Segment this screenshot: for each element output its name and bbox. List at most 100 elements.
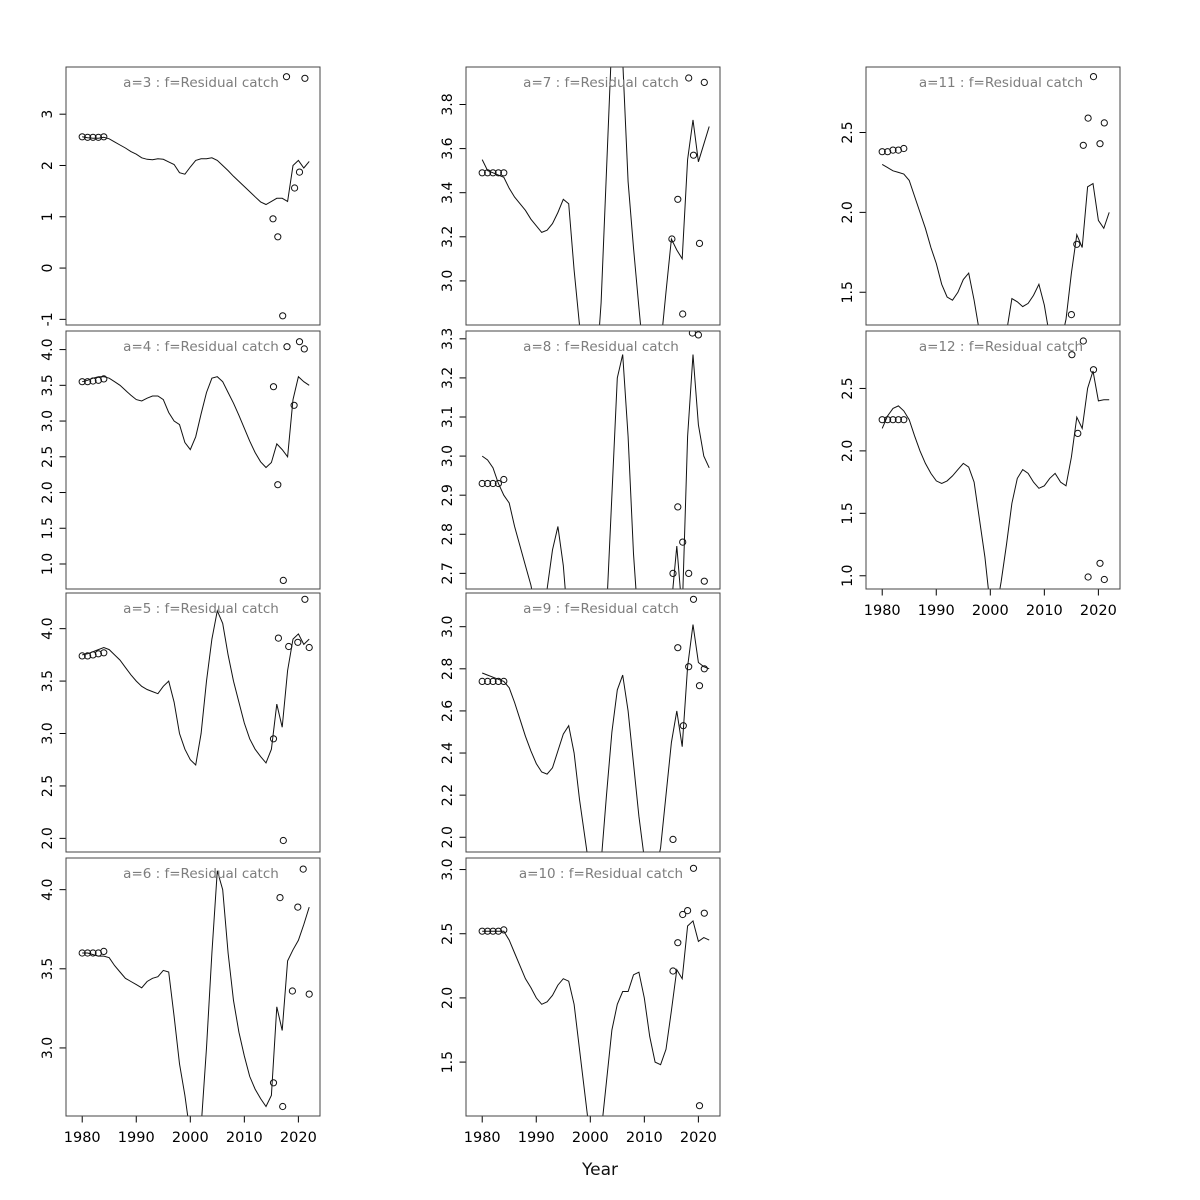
panel-border	[465, 330, 721, 590]
panel-title: a=10 : f=Residual catch	[519, 866, 683, 882]
y-tick-label: 3.0	[440, 858, 456, 880]
y-tick-label: 2.8	[440, 523, 456, 545]
data-point	[100, 133, 108, 141]
data-point	[94, 650, 103, 658]
data-point	[700, 78, 708, 87]
data-point	[94, 376, 103, 384]
y-tick-label: 1.0	[840, 565, 856, 587]
data-point	[94, 133, 103, 141]
y-tick-label: 2.0	[40, 481, 56, 503]
y-tick-label: 2.5	[840, 121, 856, 143]
fitted-line-a9	[482, 624, 710, 852]
data-point	[283, 343, 291, 351]
y-tick-label: 4.0	[40, 618, 56, 640]
data-point	[291, 184, 299, 192]
y-tick-label: 1.0	[40, 553, 56, 575]
data-point	[274, 233, 282, 241]
data-point	[494, 169, 502, 177]
fitted-line-a5	[82, 609, 310, 767]
data-point	[301, 74, 309, 82]
data-point	[294, 903, 302, 911]
y-tick-label: 1.5	[40, 517, 56, 539]
data-point	[679, 538, 687, 546]
data-point	[669, 967, 677, 975]
data-point	[695, 1102, 704, 1110]
y-tick-label: 3.2	[440, 226, 456, 248]
data-point	[884, 416, 892, 424]
data-point	[689, 595, 698, 603]
x-tick-label: 1990	[518, 1130, 555, 1146]
data-point	[1100, 119, 1108, 127]
y-tick-label: 2.5	[40, 446, 56, 468]
panel-a9: 3.0 2.8 2.6 2.4 2.2 2.0 a=9 : f=Residual catch	[440, 592, 721, 853]
data-point	[489, 927, 497, 935]
panel-title: a=11 : f=Residual catch	[919, 75, 1083, 91]
data-point	[478, 479, 486, 488]
fitted-line-a6	[82, 870, 310, 1116]
y-tick-label: 3.5	[40, 670, 56, 692]
data-point	[300, 345, 308, 353]
data-point	[695, 239, 704, 247]
y-tick-label: 3.5	[40, 374, 56, 396]
data-point	[878, 148, 886, 156]
data-point	[500, 169, 508, 177]
y-tick-label: 3.0	[40, 410, 56, 432]
y-tick-label: 2.5	[40, 775, 56, 797]
data-point	[279, 836, 287, 845]
data-point	[700, 909, 708, 917]
x-tick-label: 2010	[1026, 603, 1063, 619]
y-tick-label: 2.6	[440, 700, 456, 722]
data-point	[894, 416, 903, 424]
data-point	[668, 235, 676, 243]
data-point	[500, 677, 508, 686]
data-point	[78, 949, 86, 957]
y-tick-label: 2.8	[440, 658, 456, 680]
y-tick-label: 3.0	[40, 722, 56, 744]
data-point	[274, 481, 282, 489]
y-tick-label: 2.0	[40, 827, 56, 849]
data-point	[900, 416, 908, 424]
data-point	[679, 722, 687, 730]
panel-title: a=4 : f=Residual catch	[123, 339, 279, 355]
y-tick-label: 2.7	[440, 562, 456, 584]
data-point	[1089, 366, 1098, 374]
data-point	[494, 479, 502, 488]
x-tick-label: 1990	[118, 1130, 155, 1146]
x-tick-label: 2020	[680, 1130, 717, 1146]
data-point	[489, 677, 497, 686]
y-tick-label: 2.0	[840, 201, 856, 223]
x-tick-label: 2000	[572, 1130, 609, 1146]
x-tick-label: 1980	[464, 1130, 501, 1146]
data-point	[294, 638, 302, 646]
panel-a10: 3.0 2.5 2.0 1.5 1980 1990 2000 2010 2020 a=10 : f…	[440, 857, 721, 1146]
data-point	[494, 677, 502, 686]
data-point	[878, 416, 886, 424]
panel-a11: 2.5 2.0 1.5 a=11 : f=Residual catch	[840, 66, 1121, 326]
y-tick-label: 3.0	[440, 616, 456, 638]
x-tick-label: 1980	[64, 1130, 101, 1146]
data-point	[269, 215, 277, 223]
panel-border	[65, 592, 321, 853]
data-point	[279, 576, 287, 585]
data-point	[274, 634, 282, 642]
data-point	[1084, 114, 1092, 122]
panel-border	[65, 857, 321, 1117]
data-point	[89, 949, 97, 957]
panel-a4: 4.0 3.5 3.0 2.5 2.0 1.5 1.0 a=4 : f=Residual ca…	[40, 330, 321, 590]
panel-a8: 3.3 3.2 3.1 3.0 2.9 2.8 2.7 a=8 : f=Residual ca…	[440, 328, 721, 590]
data-point	[500, 926, 508, 934]
panel-border	[865, 66, 1121, 326]
y-tick-label: 4.0	[40, 879, 56, 901]
data-point	[700, 577, 708, 585]
data-point	[889, 416, 897, 424]
x-tick-label: 2000	[172, 1130, 209, 1146]
data-point	[305, 643, 313, 652]
data-point	[689, 864, 698, 872]
data-point	[1100, 575, 1108, 584]
data-point	[78, 133, 86, 141]
data-point	[89, 377, 97, 385]
y-tick-label: 3.6	[440, 137, 456, 159]
data-point	[1096, 559, 1104, 567]
data-point	[669, 835, 677, 844]
